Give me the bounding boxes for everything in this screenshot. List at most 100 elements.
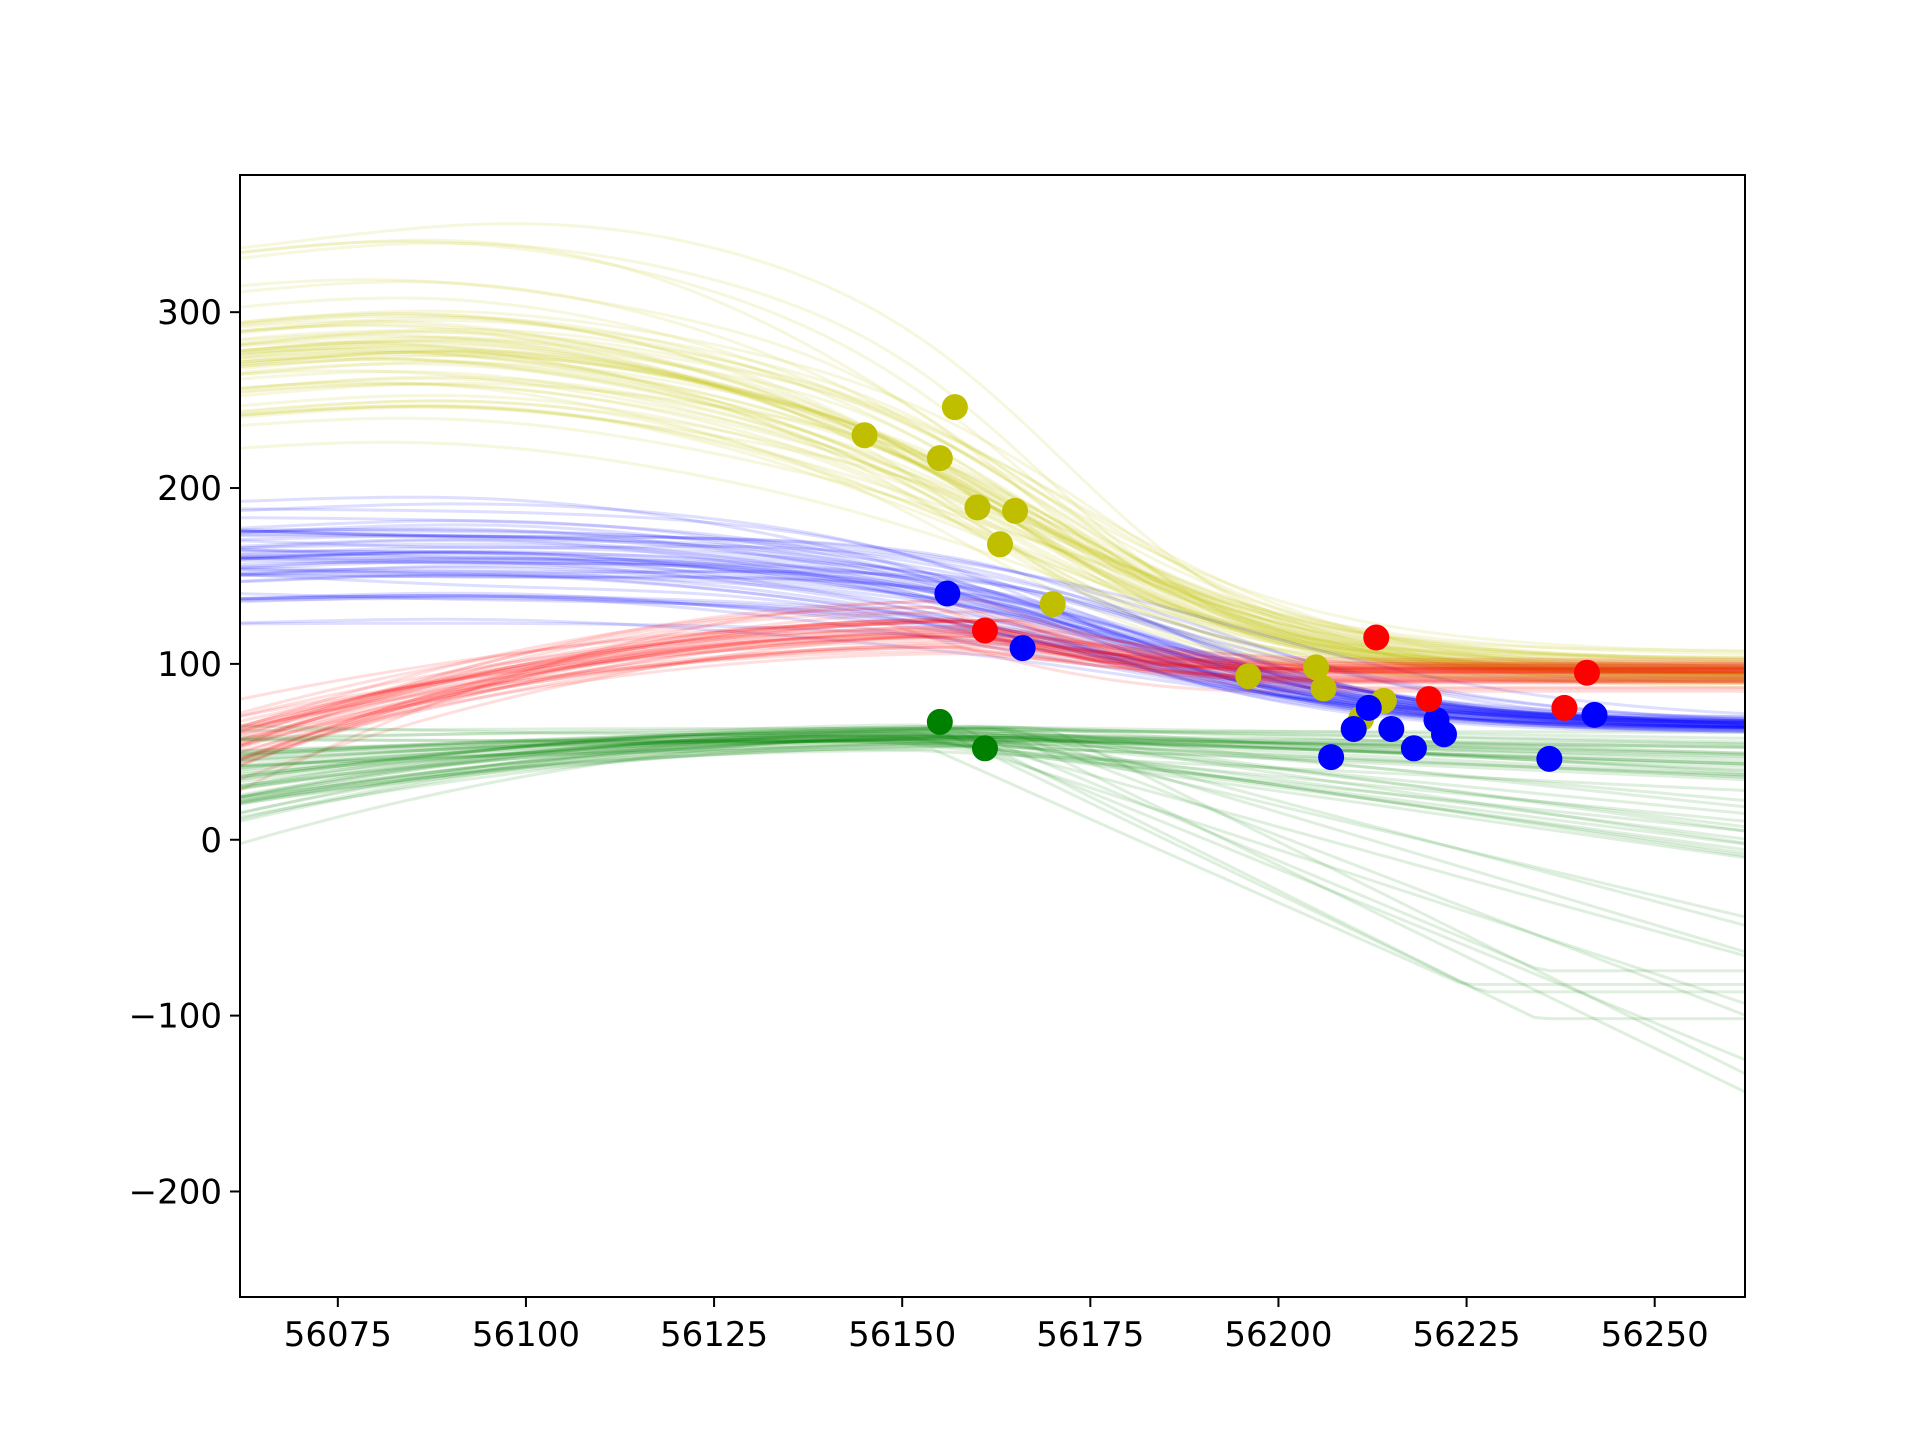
model-curve — [240, 350, 1745, 670]
data-point — [1581, 701, 1608, 728]
data-point — [1431, 721, 1457, 748]
model-curve — [240, 635, 1745, 766]
model-curve — [240, 633, 1745, 737]
model-curve — [240, 327, 1745, 663]
y-tick-label: −100 — [129, 997, 222, 1037]
x-tick-label: 56225 — [1412, 1315, 1520, 1355]
model-curve — [240, 346, 1745, 681]
model-curve — [240, 747, 1745, 986]
model-curve — [240, 725, 1745, 778]
model-curve — [240, 556, 1745, 726]
model-curve — [240, 645, 1745, 742]
model-curve — [240, 322, 1745, 676]
model-curve — [240, 350, 1745, 659]
model-curve — [240, 734, 1745, 784]
model-curve — [240, 564, 1745, 729]
model-curve — [240, 559, 1745, 730]
model-curve — [240, 724, 1745, 781]
model-curve — [240, 724, 1745, 768]
model-curve — [240, 312, 1745, 676]
model-curve — [240, 324, 1745, 669]
plot-frame — [239, 174, 1746, 1298]
model-curve — [240, 318, 1745, 675]
model-curve — [240, 733, 1745, 829]
model-curve — [240, 735, 1745, 790]
model-curve — [240, 617, 1745, 728]
model-curve — [240, 729, 1745, 1076]
model-curve — [240, 348, 1745, 684]
model-curve — [240, 545, 1745, 722]
model-curve — [240, 382, 1745, 665]
model-curve — [240, 519, 1745, 724]
data-point — [941, 394, 968, 421]
model-curve — [240, 734, 1745, 799]
model-curve — [240, 734, 1745, 845]
data-point — [1002, 497, 1029, 524]
model-curve — [240, 598, 1745, 792]
model-curve — [240, 729, 1745, 764]
model-curve — [240, 565, 1745, 718]
model-curve — [240, 573, 1745, 728]
model-curve — [240, 642, 1745, 748]
y-axis: 300 200 100 0 −100 −200 — [129, 293, 240, 1212]
model-curve — [240, 634, 1745, 728]
model-curve — [240, 404, 1745, 660]
model-curve — [240, 502, 1745, 729]
model-curve — [240, 640, 1745, 761]
model-curve — [240, 319, 1745, 684]
data-point — [971, 617, 998, 644]
model-curve — [240, 727, 1745, 833]
model-curve — [240, 399, 1745, 668]
model-curve — [240, 375, 1745, 667]
model-curve — [240, 507, 1745, 728]
model-curve — [240, 621, 1745, 730]
model-curve — [240, 315, 1745, 689]
model-curve — [240, 335, 1745, 670]
data-point — [1378, 715, 1405, 742]
data-points — [851, 394, 1608, 772]
model-curve — [240, 724, 1745, 809]
y-tick-label: 200 — [157, 469, 222, 509]
y-tick-label: 100 — [157, 645, 222, 685]
model-curve — [240, 729, 1745, 778]
model-curve — [240, 529, 1745, 726]
model-curve — [240, 222, 1745, 671]
data-point — [1318, 744, 1345, 771]
model-curve — [240, 347, 1745, 680]
data-point — [1573, 659, 1600, 686]
x-tick-label: 56250 — [1601, 1315, 1709, 1355]
model-curve — [240, 350, 1745, 686]
model-curve — [240, 649, 1745, 730]
model-curve — [240, 240, 1745, 678]
model-curve — [240, 735, 1745, 766]
data-point — [851, 422, 878, 449]
model-curve — [240, 727, 1745, 927]
model-curve — [240, 529, 1745, 721]
model-curve — [240, 534, 1745, 733]
model-curve — [240, 343, 1745, 664]
model-curve — [240, 726, 1745, 799]
model-curve — [240, 336, 1745, 675]
model-curve — [240, 339, 1745, 667]
model-curve — [240, 726, 1745, 744]
x-tick-label: 56100 — [472, 1315, 580, 1355]
model-curve — [240, 369, 1745, 674]
model-curve — [240, 610, 1745, 763]
data-point — [1355, 694, 1382, 721]
model-curve — [240, 338, 1745, 674]
model-curve — [240, 556, 1745, 731]
model-curve — [240, 729, 1745, 758]
data-point — [926, 708, 953, 735]
model-curve — [240, 547, 1745, 723]
data-point — [1415, 686, 1442, 713]
model-curve — [240, 343, 1745, 668]
model-curve — [240, 634, 1745, 741]
model-curve — [240, 732, 1745, 777]
model-curve — [240, 529, 1745, 716]
model-curve — [240, 340, 1745, 677]
model-curve — [240, 370, 1745, 656]
model-curve — [240, 567, 1745, 729]
data-point — [1009, 635, 1036, 662]
model-curve — [240, 358, 1745, 671]
model-curve — [240, 345, 1745, 681]
